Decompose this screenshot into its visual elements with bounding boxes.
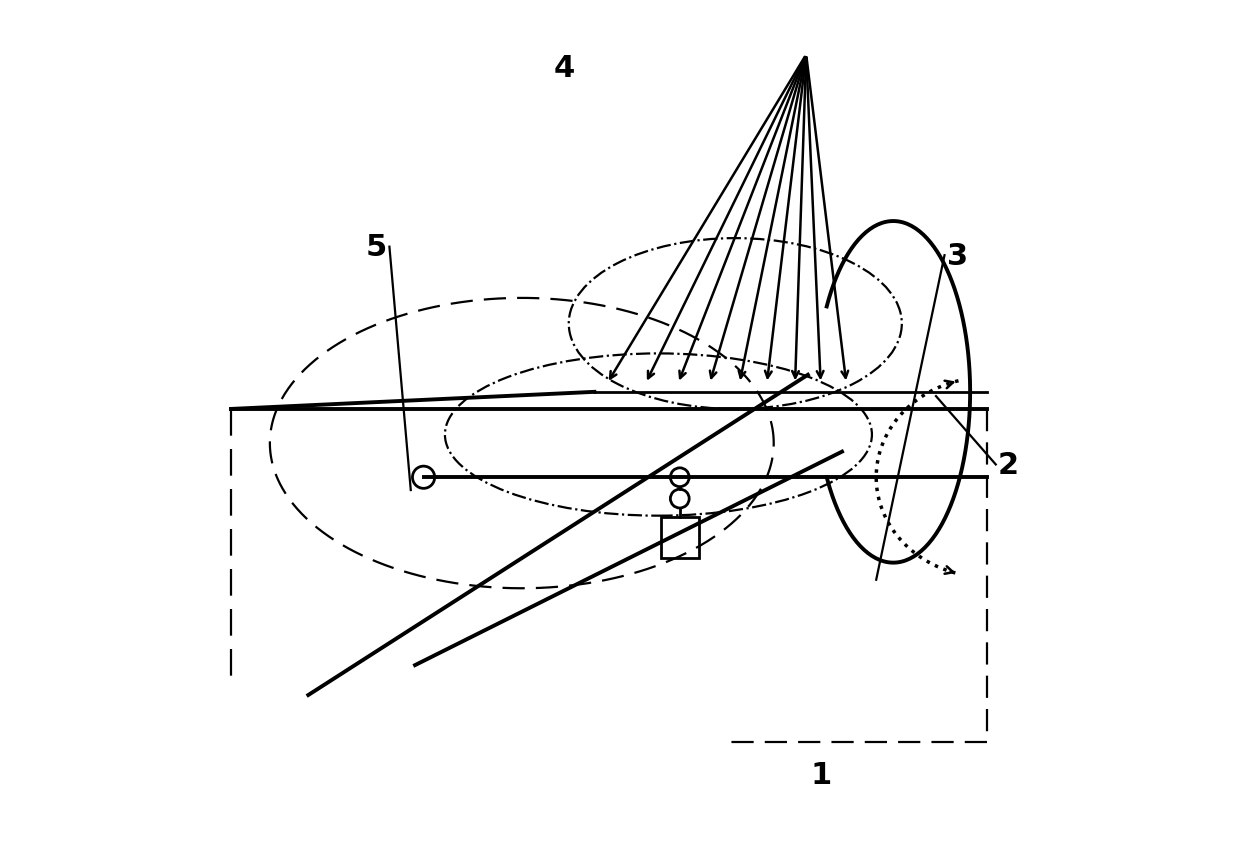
Text: 2: 2: [998, 450, 1019, 479]
Text: 5: 5: [366, 233, 387, 262]
Bar: [661, 517, 699, 558]
Text: 3: 3: [947, 241, 968, 270]
Text: 4: 4: [554, 54, 575, 83]
Text: 1: 1: [810, 760, 831, 789]
